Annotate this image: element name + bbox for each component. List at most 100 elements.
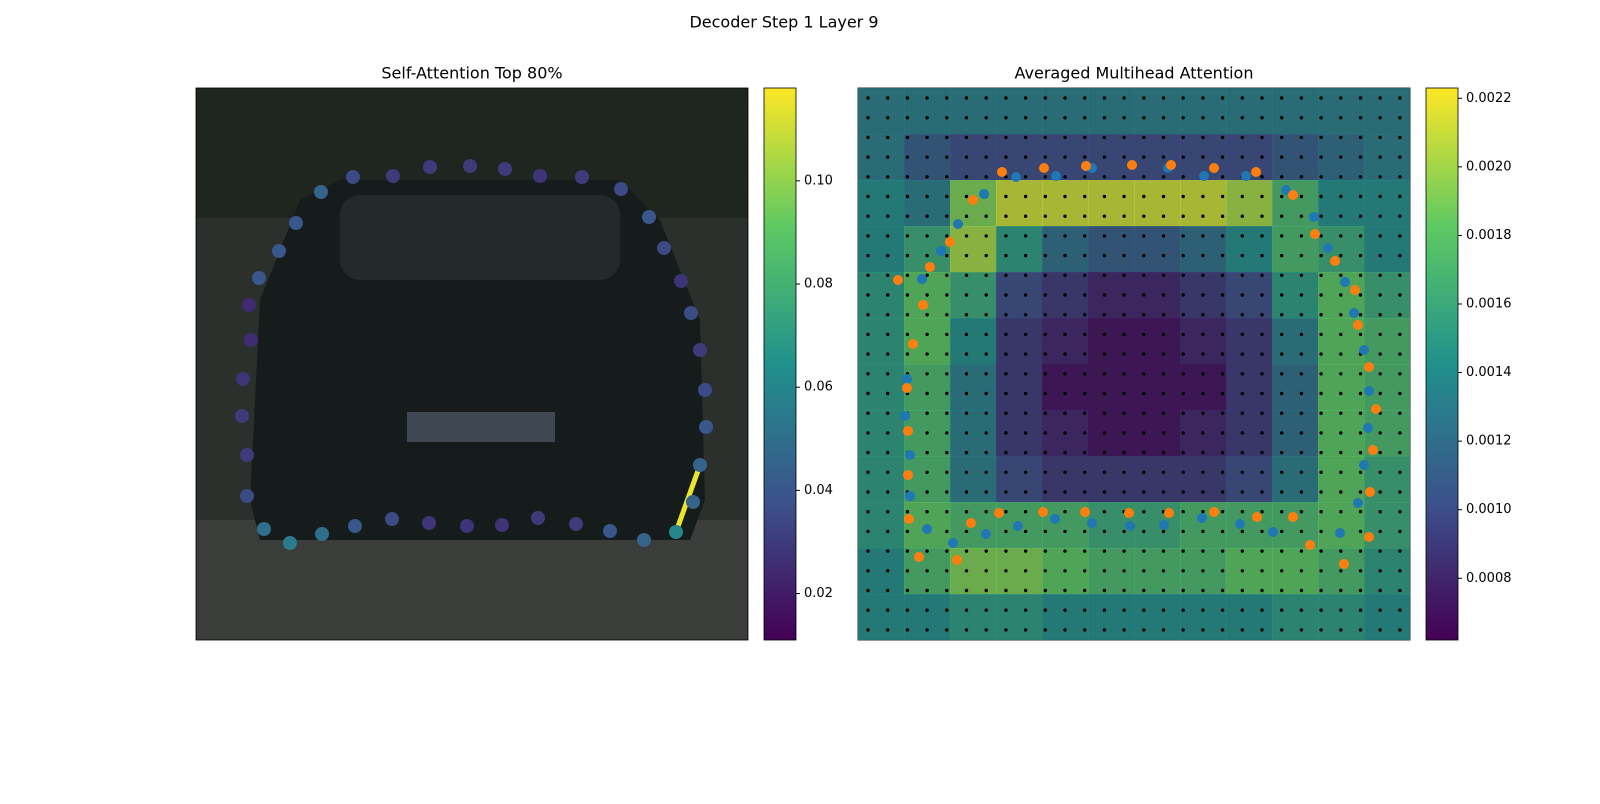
reference-dot — [1339, 135, 1343, 140]
reference-dot — [1378, 194, 1382, 199]
reference-dot — [1339, 628, 1343, 632]
reference-dot — [1181, 273, 1185, 277]
reference-dot — [945, 549, 949, 553]
reference-dot — [925, 253, 929, 258]
reference-dot — [1319, 313, 1323, 317]
reference-dot — [1240, 253, 1245, 258]
reference-dot — [925, 332, 929, 337]
reference-dot — [1260, 116, 1264, 120]
reference-dot — [1299, 194, 1304, 199]
reference-dot — [1181, 588, 1185, 593]
reference-dot — [945, 411, 949, 415]
reference-dot — [866, 569, 870, 573]
sampling-point — [914, 552, 924, 562]
reference-dot — [866, 628, 870, 632]
reference-dot — [1063, 135, 1067, 140]
reference-dot — [1043, 175, 1048, 179]
reference-dot — [1378, 234, 1382, 238]
reference-dot — [1043, 155, 1048, 159]
reference-dot — [945, 253, 949, 258]
reference-dot — [1161, 135, 1166, 140]
reference-dot — [1260, 569, 1264, 573]
reference-dot — [1358, 155, 1363, 159]
reference-dot — [1102, 273, 1107, 277]
heatmap-cell — [1318, 594, 1365, 640]
query-point — [236, 372, 250, 386]
sampling-point — [1365, 487, 1375, 497]
reference-dot — [1142, 490, 1146, 494]
reference-dot — [1398, 549, 1402, 553]
sampling-point — [1159, 520, 1169, 530]
reference-dot — [1122, 549, 1126, 553]
reference-dot — [1299, 450, 1304, 455]
reference-dot — [1122, 569, 1126, 573]
sampling-point — [904, 514, 914, 524]
reference-dot — [1220, 411, 1225, 415]
reference-dot — [1260, 313, 1264, 317]
reference-dot — [1043, 352, 1048, 356]
heatmap-cell — [1088, 410, 1135, 457]
reference-dot — [1004, 234, 1008, 238]
reference-dot — [1023, 490, 1028, 494]
reference-dot — [1378, 253, 1382, 258]
reference-dot — [866, 194, 870, 199]
reference-dot — [866, 135, 870, 140]
reference-dot — [1043, 411, 1048, 415]
sampling-point — [1281, 185, 1291, 195]
reference-dot — [984, 490, 988, 494]
reference-dot — [905, 293, 910, 297]
reference-dot — [1102, 450, 1107, 455]
reference-dot — [1260, 194, 1264, 199]
reference-dot — [1260, 628, 1264, 632]
reference-dot — [1201, 293, 1205, 297]
heatmap-cell — [1134, 502, 1181, 549]
heatmap-cell — [1042, 364, 1089, 411]
reference-dot — [1181, 529, 1185, 534]
reference-dot — [1378, 608, 1382, 612]
reference-dot — [1181, 372, 1185, 376]
reference-dot — [905, 194, 910, 199]
heatmap-cell — [1180, 456, 1227, 503]
reference-dot — [1339, 391, 1343, 396]
reference-dot — [1023, 116, 1028, 120]
sampling-point — [1350, 285, 1360, 295]
heatmap-cell — [1134, 548, 1181, 595]
reference-dot — [1201, 116, 1205, 120]
sampling-point — [1050, 514, 1060, 524]
reference-dot — [1142, 529, 1146, 534]
reference-dot — [1378, 135, 1382, 140]
reference-dot — [1083, 529, 1087, 534]
sampling-point — [1353, 498, 1363, 508]
heatmap-cell — [1134, 410, 1181, 457]
reference-dot — [1161, 431, 1166, 435]
reference-dot — [866, 116, 870, 120]
reference-dot — [1102, 194, 1107, 199]
reference-dot — [964, 372, 969, 376]
reference-dot — [1358, 569, 1363, 573]
reference-dot — [1181, 490, 1185, 494]
reference-dot — [1339, 175, 1343, 179]
reference-dot — [1201, 96, 1205, 100]
colorbar-tick-label: 0.04 — [804, 483, 833, 498]
reference-dot — [964, 332, 969, 337]
reference-dot — [964, 529, 969, 534]
sampling-point — [902, 383, 912, 393]
reference-dot — [1023, 135, 1028, 140]
reference-dot — [1043, 293, 1048, 297]
reference-dot — [1398, 234, 1402, 238]
figure-title: Decoder Step 1 Layer 9 — [689, 13, 878, 32]
reference-dot — [1122, 234, 1126, 238]
query-point — [386, 169, 400, 183]
heatmap-cell — [1364, 272, 1410, 319]
reference-dot — [1299, 135, 1304, 140]
reference-dot — [1319, 549, 1323, 553]
reference-dot — [1240, 194, 1245, 199]
reference-dot — [1161, 194, 1166, 199]
reference-dot — [1161, 411, 1166, 415]
reference-dot — [945, 588, 949, 593]
reference-dot — [1319, 391, 1323, 396]
reference-dot — [1398, 293, 1402, 297]
reference-dot — [1063, 431, 1067, 435]
reference-dot — [1339, 372, 1343, 376]
reference-dot — [1201, 450, 1205, 455]
